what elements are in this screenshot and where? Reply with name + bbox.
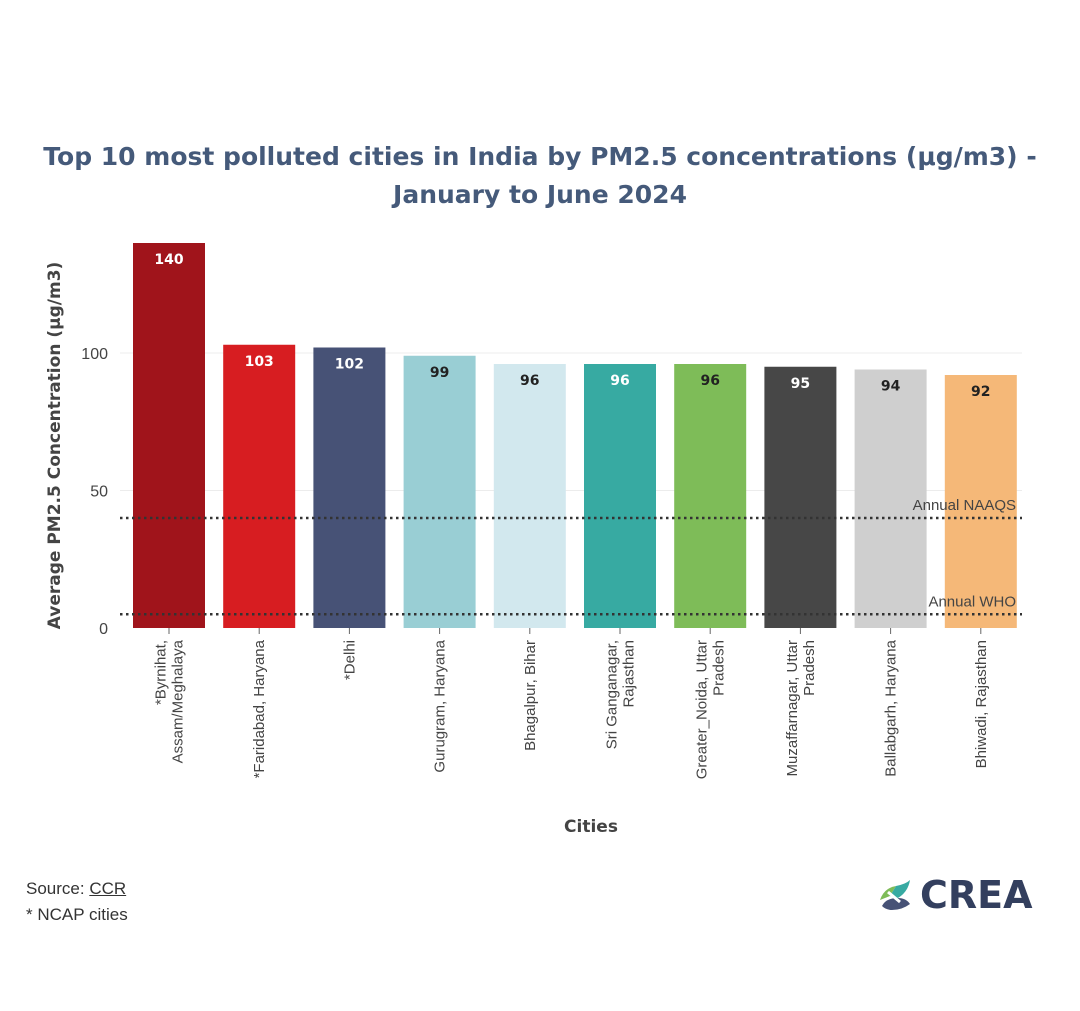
- y-tick-label: 100: [81, 346, 108, 363]
- bar: [674, 364, 747, 628]
- bar: [223, 344, 296, 628]
- bar-value-label: 92: [971, 384, 990, 400]
- bar-value-label: 140: [154, 252, 183, 268]
- x-tick-label-line: *Delhi: [341, 640, 358, 680]
- bar: [133, 243, 205, 628]
- bar-value-label: 102: [335, 357, 364, 373]
- x-axis-label: Cities: [564, 817, 618, 837]
- x-tick-label-line: *Byrnihat,: [153, 640, 170, 705]
- bar: [944, 375, 1017, 628]
- reference-line-label: Annual NAAQS: [913, 497, 1016, 514]
- x-tick-label-line: Bhiwadi, Rajasthan: [973, 640, 990, 768]
- bar: [764, 366, 837, 628]
- x-tick-label: Bhiwadi, Rajasthan: [973, 640, 990, 768]
- chart-title-line-2: January to June 2024: [393, 180, 687, 209]
- x-tick-label: Ballabgarh, Haryana: [883, 639, 900, 776]
- x-tick-label-line: Pradesh: [801, 640, 818, 696]
- bar-value-label: 96: [700, 373, 719, 389]
- x-tick-label: *Byrnihat,Assam/Meghalaya: [153, 639, 187, 763]
- x-tick-label-line: Sri Ganganagar,: [604, 640, 621, 749]
- chart-title: Top 10 most polluted cities in India by …: [20, 138, 1060, 214]
- crea-leaf-icon: [880, 880, 910, 910]
- bar-value-label: 99: [430, 365, 449, 381]
- y-tick-label: 0: [99, 621, 108, 638]
- crea-logo-text: CREA: [920, 873, 1033, 917]
- bar-value-label: 96: [610, 373, 629, 389]
- x-tick-label-line: Ballabgarh, Haryana: [883, 639, 900, 776]
- bar-value-label: 95: [791, 376, 810, 392]
- x-tick-label-line: Assam/Meghalaya: [170, 639, 187, 763]
- bar-value-label: 103: [245, 354, 274, 370]
- bar: [854, 369, 927, 628]
- x-tick-label-line: Gurugram, Haryana: [432, 639, 449, 772]
- bar-value-label: 94: [881, 379, 901, 395]
- bar: [584, 364, 656, 628]
- bar: [403, 355, 476, 628]
- bar: [493, 364, 566, 628]
- x-tick-label-line: Rajasthan: [621, 640, 638, 708]
- x-tick-label-line: Pradesh: [711, 640, 728, 696]
- x-tick-label: Gurugram, Haryana: [432, 639, 449, 772]
- reference-line-label: Annual WHO: [928, 593, 1016, 610]
- x-tick-label: *Faridabad, Haryana: [251, 639, 268, 778]
- chart-title-line-1: Top 10 most polluted cities in India by …: [43, 142, 1037, 171]
- footer: Source: CCR * NCAP cities: [26, 876, 128, 928]
- bar: [313, 347, 386, 628]
- x-tick-label: Greater_Noida, UttarPradesh: [694, 640, 728, 779]
- crea-logo: CREA: [876, 873, 1033, 917]
- x-tick-label-line: Bhagalpur, Bihar: [522, 640, 539, 751]
- source-link[interactable]: CCR: [89, 879, 127, 898]
- x-tick-label-line: *Faridabad, Haryana: [251, 639, 268, 778]
- x-tick-label: Bhagalpur, Bihar: [522, 640, 539, 751]
- source-label: Source:: [26, 879, 90, 898]
- y-axis-label: Average PM2.5 Concentration (μg/m3): [45, 262, 65, 630]
- x-tick-label: Muzaffarnagar, UttarPradesh: [784, 640, 818, 776]
- y-tick-label: 50: [90, 484, 108, 501]
- x-tick-label-line: Muzaffarnagar, Uttar: [784, 640, 801, 776]
- x-tick-label: *Delhi: [341, 640, 358, 680]
- footnote: * NCAP cities: [26, 905, 128, 924]
- bar-value-label: 96: [520, 373, 539, 389]
- x-tick-label-line: Greater_Noida, Uttar: [694, 640, 711, 779]
- x-tick-label: Sri Ganganagar,Rajasthan: [604, 640, 638, 749]
- source-line: Source: CCR: [26, 876, 128, 902]
